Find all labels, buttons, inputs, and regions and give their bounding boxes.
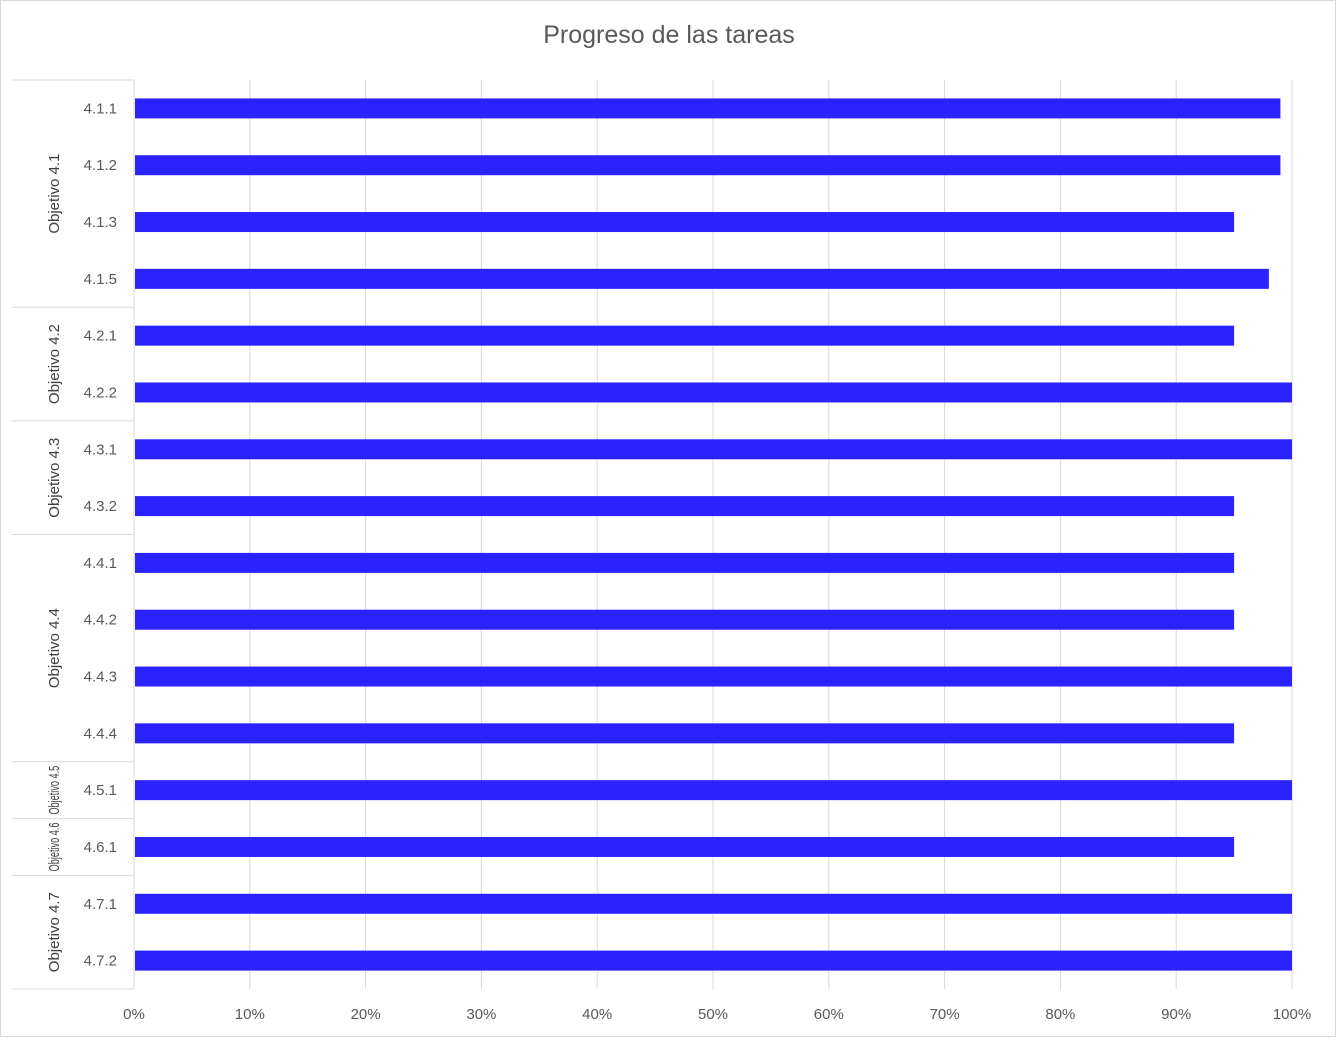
category-label: 4.4.4 xyxy=(84,725,117,742)
bar xyxy=(135,268,1269,289)
x-tick-label: 60% xyxy=(814,1006,844,1023)
bar xyxy=(135,496,1235,517)
bar xyxy=(135,98,1281,119)
x-tick-label: 30% xyxy=(466,1006,496,1023)
x-tick-label: 10% xyxy=(235,1006,265,1023)
x-tick-label: 70% xyxy=(930,1006,960,1023)
bar xyxy=(135,212,1235,233)
category-label: 4.7.2 xyxy=(84,953,117,970)
bar xyxy=(135,723,1235,744)
bar xyxy=(135,780,1292,801)
bar xyxy=(135,893,1292,914)
bar xyxy=(135,609,1235,630)
category-label: 4.7.1 xyxy=(84,896,117,913)
x-tick-label: 80% xyxy=(1045,1006,1075,1023)
x-tick-label: 90% xyxy=(1161,1006,1191,1023)
category-label: 4.6.1 xyxy=(84,839,117,856)
group-label: Objetivo 4.7 xyxy=(46,892,63,972)
bar xyxy=(135,439,1292,460)
x-tick-label: 50% xyxy=(698,1006,728,1023)
group-label: Objetivo 4.1 xyxy=(46,154,63,234)
category-label: 4.3.1 xyxy=(84,441,117,458)
bar xyxy=(135,666,1292,687)
x-tick-label: 100% xyxy=(1273,1006,1311,1023)
group-label: Objetivo 4.3 xyxy=(46,438,63,518)
x-tick-label: 20% xyxy=(351,1006,381,1023)
category-label: 4.4.1 xyxy=(84,555,117,572)
category-label: 4.5.1 xyxy=(84,782,117,799)
category-label: 4.3.2 xyxy=(84,498,117,515)
bar xyxy=(135,382,1292,403)
bar xyxy=(135,836,1235,857)
category-label: 4.1.1 xyxy=(84,100,117,117)
category-label: 4.4.3 xyxy=(84,669,117,686)
category-label: 4.1.3 xyxy=(84,214,117,231)
bar xyxy=(135,325,1235,346)
group-label: Objetivo 4.6 xyxy=(46,823,63,872)
bar xyxy=(135,552,1235,573)
chart-title: Progreso de las tareas xyxy=(543,21,795,49)
bar xyxy=(135,950,1292,971)
category-label: 4.2.1 xyxy=(84,328,117,345)
group-label: Objetivo 4.2 xyxy=(46,324,63,404)
x-tick-label: 0% xyxy=(123,1006,145,1023)
group-label: Objetivo 4.4 xyxy=(46,608,63,688)
category-label: 4.2.2 xyxy=(84,384,117,401)
category-label: 4.4.2 xyxy=(84,612,117,629)
category-label: 4.1.5 xyxy=(84,271,117,288)
category-label: 4.1.2 xyxy=(84,157,117,174)
group-label: Objetivo 4.5 xyxy=(46,766,63,815)
x-tick-label: 40% xyxy=(582,1006,612,1023)
bar xyxy=(135,155,1281,176)
